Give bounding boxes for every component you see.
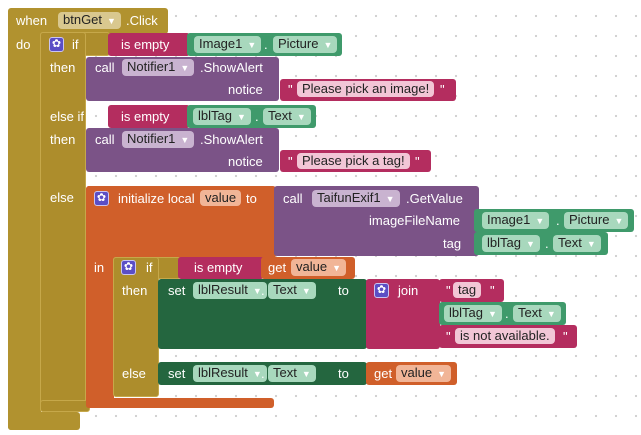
dot: . [505, 306, 509, 321]
quote: " [446, 283, 451, 298]
tag-label: tag [443, 236, 462, 251]
component-dropdown[interactable]: TaifunExif1 ▼ [312, 190, 400, 207]
gear-icon[interactable]: ✿ [49, 37, 64, 52]
gear-icon[interactable]: ✿ [121, 260, 136, 275]
if-label: if [72, 37, 79, 52]
call-label: call [283, 191, 303, 206]
local-bottom [86, 398, 274, 408]
text-value[interactable]: Please pick a tag! [297, 153, 410, 169]
if-bottom [40, 400, 90, 412]
event-bottom [8, 412, 80, 430]
property-dropdown[interactable]: Text ▼ [513, 305, 561, 322]
is-empty-block[interactable] [108, 105, 190, 128]
component-dropdown[interactable]: lblTag ▼ [482, 235, 540, 252]
if-column [40, 32, 86, 412]
set-label: set [168, 366, 186, 381]
quote: " [563, 329, 568, 344]
component-dropdown[interactable]: Image1 ▼ [482, 212, 550, 229]
event-name: .Click [126, 13, 158, 28]
is-empty-label: is empty [121, 109, 170, 124]
quote: " [490, 283, 495, 298]
variable-dropdown[interactable]: value ▼ [291, 259, 346, 276]
dot: . [264, 37, 268, 52]
property-dropdown[interactable]: Text ▼ [268, 365, 316, 382]
image-file-name-label: imageFileName [369, 213, 461, 228]
else-label: else [50, 190, 74, 205]
then-label: then [50, 132, 76, 147]
call-label: call [95, 60, 115, 75]
component-dropdown[interactable]: Image1 ▼ [194, 36, 262, 53]
to-label: to [338, 283, 349, 298]
if-label: if [146, 260, 153, 275]
text-value[interactable]: is not available. [455, 328, 555, 344]
do-label: do [16, 37, 31, 52]
variable-name-field[interactable]: value [200, 190, 242, 206]
is-empty-label: is empty [194, 260, 243, 275]
if-column [113, 257, 159, 397]
initialize-local-label: initialize local [118, 191, 195, 206]
initialize-local-block[interactable] [86, 186, 276, 258]
text-value[interactable]: tag [453, 282, 482, 298]
method-label: .GetValue [406, 191, 463, 206]
dot: . [556, 213, 560, 228]
component-dropdown[interactable]: lblTag ▼ [444, 305, 502, 322]
to-label: to [246, 191, 257, 206]
join-label: join [398, 283, 419, 298]
gear-icon[interactable]: ✿ [94, 191, 109, 206]
in-label: in [94, 260, 105, 275]
notice-label: notice [228, 82, 263, 97]
then-label: then [122, 283, 148, 298]
else-label: else [122, 366, 146, 381]
call-label: call [95, 132, 115, 147]
component-dropdown[interactable]: btnGet ▼ [58, 12, 121, 29]
quote: " [415, 154, 420, 169]
variable-dropdown[interactable]: value ▼ [396, 365, 451, 382]
is-empty-block[interactable] [178, 257, 264, 279]
property-dropdown[interactable]: Picture ▼ [564, 212, 629, 229]
quote: " [288, 82, 293, 97]
dot: . [261, 366, 265, 381]
is-empty-block[interactable] [108, 33, 190, 56]
gear-icon[interactable]: ✿ [374, 283, 389, 298]
text-value[interactable]: Please pick an image! [297, 81, 435, 97]
component-dropdown[interactable]: lblResult ▼ [193, 282, 267, 299]
dot: . [261, 283, 265, 298]
dot: . [255, 109, 259, 124]
quote: " [446, 329, 451, 344]
component-dropdown[interactable]: Notifier1 ▼ [122, 131, 195, 148]
method-label: .ShowAlert [200, 60, 263, 75]
to-label: to [338, 366, 349, 381]
property-dropdown[interactable]: Text ▼ [553, 235, 601, 252]
dot: . [545, 236, 549, 251]
component-dropdown[interactable]: Notifier1 ▼ [122, 59, 195, 76]
set-label: set [168, 283, 186, 298]
is-empty-label: is empty [121, 37, 170, 52]
quote: " [288, 154, 293, 169]
get-label: get [374, 366, 393, 381]
local-column [86, 186, 114, 408]
property-dropdown[interactable]: Text ▼ [268, 282, 316, 299]
then-label: then [50, 60, 76, 75]
when-label: when [16, 13, 48, 28]
else-if-label: else if [50, 109, 84, 124]
quote: " [440, 82, 445, 97]
get-label: get [268, 260, 287, 275]
notice-label: notice [228, 154, 263, 169]
event-body-column [8, 30, 41, 430]
property-dropdown[interactable]: Picture ▼ [273, 36, 338, 53]
component-dropdown[interactable]: lblTag ▼ [193, 108, 251, 125]
method-label: .ShowAlert [200, 132, 263, 147]
property-dropdown[interactable]: Text ▼ [263, 108, 311, 125]
component-dropdown[interactable]: lblResult ▼ [193, 365, 267, 382]
